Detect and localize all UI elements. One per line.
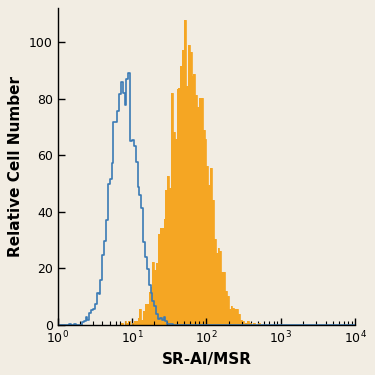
Y-axis label: Relative Cell Number: Relative Cell Number	[8, 76, 23, 257]
X-axis label: SR-AI/MSR: SR-AI/MSR	[161, 352, 251, 367]
